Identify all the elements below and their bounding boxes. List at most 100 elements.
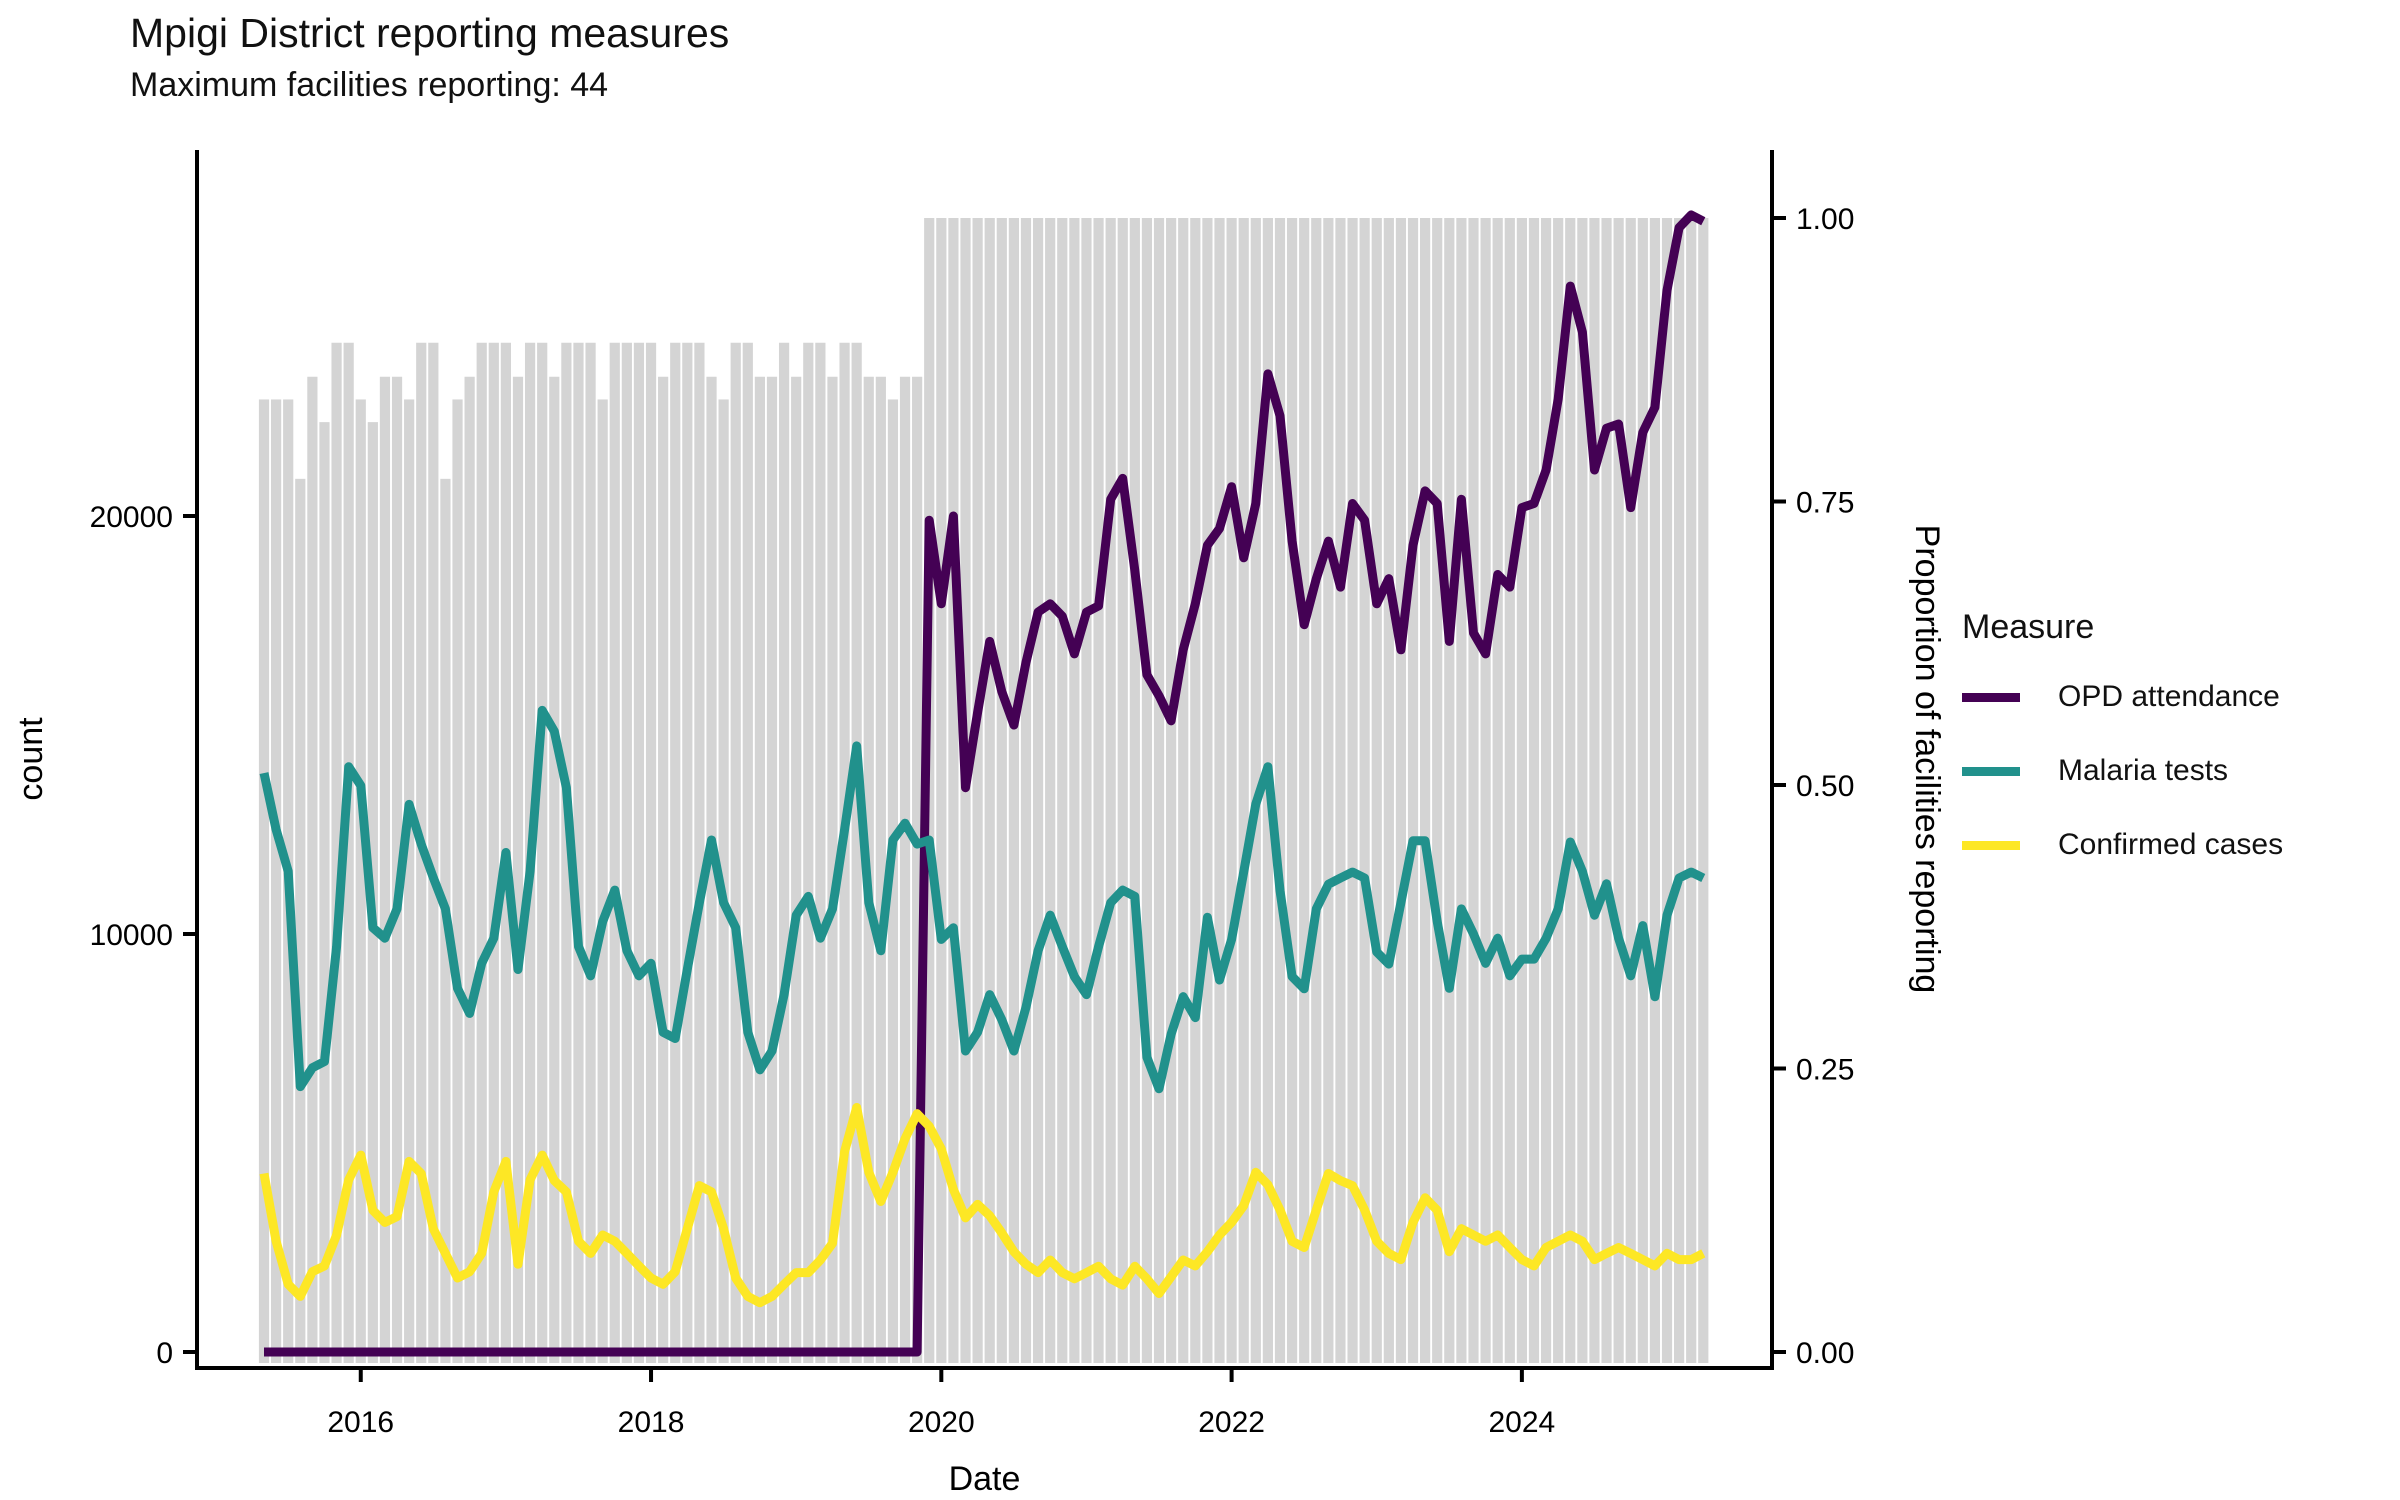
facility-reporting-bar: [1407, 218, 1419, 1363]
facility-reporting-bar: [899, 376, 911, 1363]
facility-reporting-bar: [742, 342, 753, 1363]
facility-reporting-bar: [1323, 218, 1334, 1363]
y-left-tick-label: 10000: [90, 919, 173, 952]
facility-reporting-bar: [1129, 218, 1140, 1363]
confirmed-cases-line: [259, 1103, 1706, 1308]
x-axis-title: Date: [949, 1460, 1021, 1498]
facility-reporting-bar: [1238, 218, 1249, 1363]
facility-reporting-bar: [972, 218, 983, 1363]
facility-reporting-bar: [585, 342, 596, 1363]
facility-reporting-bar: [1105, 218, 1116, 1363]
facility-reporting-bar: [1093, 218, 1104, 1363]
facility-reporting-bar: [1516, 218, 1527, 1363]
facility-reporting-bar: [609, 342, 620, 1363]
facility-reporting-bar: [1057, 218, 1068, 1363]
facility-reporting-bar: [1190, 218, 1201, 1363]
facility-reporting-bar: [766, 376, 778, 1363]
facility-reporting-bar: [815, 342, 826, 1363]
x-tick-label: 2020: [908, 1406, 975, 1439]
facility-reporting-bar: [1383, 218, 1394, 1363]
facility-reporting-bar: [670, 342, 681, 1363]
malaria-tests-key-icon: [1962, 766, 2020, 776]
facility-reporting-bar: [996, 218, 1007, 1363]
legend-item-malaria-tests: Malaria tests: [1962, 751, 2283, 791]
facility-reporting-bar: [452, 399, 463, 1363]
facility-reporting-bar: [1649, 218, 1661, 1363]
facility-reporting-bar: [1395, 218, 1407, 1363]
facility-reporting-bar: [851, 342, 862, 1363]
facility-reporting-bar: [512, 376, 524, 1363]
facility-reporting-bar: [778, 342, 790, 1363]
facility-reporting-bar: [1202, 218, 1213, 1363]
legend-item-confirmed-cases: Confirmed cases: [1962, 825, 2283, 865]
facility-reporting-bar: [1686, 218, 1697, 1363]
facility-reporting-bar: [1625, 218, 1636, 1363]
facility-reporting-bar: [1141, 218, 1153, 1363]
facility-reporting-bar: [1540, 218, 1552, 1363]
facility-reporting-bar: [633, 342, 645, 1363]
facility-reporting-bar: [1153, 218, 1165, 1363]
facility-reporting-bar: [706, 376, 717, 1363]
facility-reporting-bar: [658, 376, 669, 1363]
y-left-axis-title: count: [12, 717, 50, 801]
facility-reporting-bar: [1117, 218, 1128, 1363]
y-right-tick-label: 0.25: [1796, 1054, 1854, 1087]
facility-reporting-bar: [1613, 218, 1624, 1363]
facility-reporting-bar: [1045, 218, 1056, 1363]
legend-label: Malaria tests: [2058, 754, 2229, 787]
facility-reporting-bar: [1371, 218, 1382, 1363]
x-tick-label: 2024: [1489, 1406, 1556, 1439]
facility-reporting-bar: [1553, 218, 1564, 1363]
facility-reporting-bar: [1601, 218, 1612, 1363]
facility-reporting-bar: [1504, 218, 1515, 1363]
facility-reporting-bar: [379, 376, 391, 1363]
y-right-axis-title: Proportion of facilities reporting: [1908, 525, 1946, 994]
facility-reporting-bar: [1299, 218, 1310, 1363]
facility-reporting-bar: [1214, 218, 1225, 1363]
malaria-tests-line: [259, 705, 1706, 1094]
page-subtitle: Maximum facilities reporting: 44: [130, 66, 609, 104]
facility-reporting-bar: [1069, 218, 1080, 1363]
x-tick-label: 2022: [1198, 1406, 1265, 1439]
legend-item-opd: OPD attendance: [1962, 677, 2283, 717]
facility-reporting-bar: [1178, 218, 1189, 1363]
facility-reporting-bar: [1359, 218, 1370, 1363]
facility-reporting-bar: [1480, 218, 1491, 1363]
facility-reporting-bar: [1492, 218, 1503, 1363]
facility-reporting-bar: [1008, 218, 1019, 1363]
facility-reporting-bar: [343, 342, 354, 1363]
facility-reporting-bar: [694, 342, 705, 1363]
facility-reporting-bar: [573, 342, 584, 1363]
y-left-tick-label: 20000: [90, 501, 173, 534]
facility-reporting-bar: [307, 376, 318, 1363]
facility-reporting-bar: [984, 218, 995, 1363]
facility-reporting-bar: [1311, 218, 1322, 1363]
facility-reporting-bar: [1432, 218, 1443, 1363]
page-title: Mpigi District reporting measures: [130, 10, 730, 56]
facility-reporting-bar: [730, 342, 741, 1363]
legend-title: Measure: [1962, 608, 2095, 646]
facility-reporting-bar: [887, 399, 899, 1363]
facility-reporting-bar: [1589, 218, 1600, 1363]
facility-reporting-bar: [621, 342, 632, 1363]
y-right-tick-label: 1.00: [1796, 203, 1854, 236]
facility-reporting-bar: [1637, 218, 1648, 1363]
facility-reporting-bar: [1286, 218, 1298, 1363]
opd-attendance-line: [264, 210, 1706, 1357]
facility-reporting-bar: [404, 399, 415, 1363]
facility-reporting-bar: [1226, 218, 1237, 1363]
facility-reporting-bar: [561, 342, 572, 1363]
confirmed-cases-key-icon: [1962, 840, 2020, 850]
facility-reporting-bar: [428, 342, 439, 1363]
facility-reporting-bar: [1032, 218, 1044, 1363]
facility-reporting-bar: [258, 399, 270, 1363]
facility-reporting-bar: [488, 342, 499, 1363]
facility-reporting-bar: [1347, 218, 1358, 1363]
y-left-tick-label: 0: [156, 1337, 173, 1370]
facility-reporting-bar: [355, 399, 366, 1363]
x-tick-label: 2018: [618, 1406, 685, 1439]
facility-reporting-bar: [597, 399, 608, 1363]
facility-reporting-bar: [1444, 218, 1455, 1363]
facility-reporting-bar: [537, 342, 548, 1363]
